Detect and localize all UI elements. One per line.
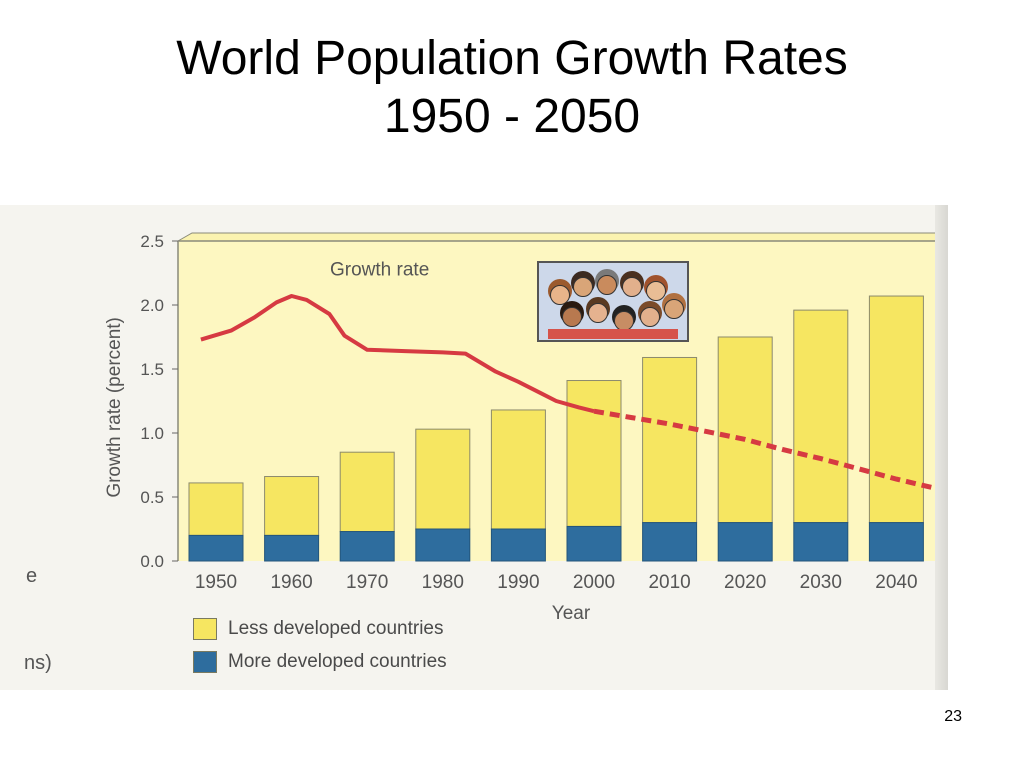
person-face [664, 299, 684, 319]
bar-more-developed [793, 522, 849, 562]
x-tick-label: 2010 [648, 572, 690, 593]
person-face [640, 307, 660, 327]
growth-rate-label: Growth rate [330, 259, 429, 280]
growth-rate-projection-line [593, 408, 935, 491]
bar-less-developed [490, 409, 546, 530]
y-tick-label: 2.0 [140, 296, 164, 315]
y-tick-label: 0.5 [140, 488, 164, 507]
cropped-text-fragment: ns) [24, 652, 52, 674]
bar-more-developed [566, 525, 622, 562]
cropped-text-fragment: e [26, 565, 38, 587]
bar-less-developed [717, 336, 773, 524]
person-face [550, 285, 570, 305]
scan-page-edge [935, 205, 948, 690]
y-tick-label: 0.0 [140, 552, 164, 571]
person-face [622, 277, 642, 297]
bar-less-developed [188, 482, 244, 536]
legend-label-more-developed: More developed countries [228, 651, 447, 672]
population-growth-chart: 0.0 0.5 1.0 1.5 2.0 2.5 Growth rate (percent) 1… [104, 232, 948, 624]
bar-less-developed [415, 428, 471, 530]
bar-more-developed [490, 528, 546, 562]
bar-less-developed [868, 295, 924, 524]
plot-top-rim [176, 232, 935, 242]
slide-title: World Population Growth Rates 1950 - 205… [0, 30, 1024, 146]
legend-label-less-developed: Less developed countries [228, 618, 444, 639]
y-tick-label: 2.5 [140, 232, 164, 251]
bar-less-developed [566, 380, 622, 527]
x-tick-label: 1980 [422, 572, 464, 593]
bar-less-developed [793, 309, 849, 524]
crowd-clothing [548, 329, 678, 339]
y-tick-label: 1.0 [140, 424, 164, 443]
bar-more-developed [188, 534, 244, 562]
legend-swatch-more-developed [193, 651, 217, 673]
x-tick-label: 1960 [270, 572, 312, 593]
person-face [562, 307, 582, 327]
bar-more-developed [945, 523, 948, 561]
bar-less-developed [945, 283, 948, 522]
bar-less-developed [264, 476, 320, 536]
bar-more-developed [415, 528, 471, 562]
slide-number: 23 [944, 708, 962, 725]
person-face [588, 303, 608, 323]
x-tick-label: 2040 [875, 572, 917, 593]
legend-swatch-less-developed [193, 618, 217, 640]
bar-more-developed [339, 531, 395, 562]
person-face [597, 275, 617, 295]
x-tick-label: 2020 [724, 572, 766, 593]
bar-less-developed [339, 451, 395, 533]
x-tick-label: 2000 [573, 572, 615, 593]
title-line-1: World Population Growth Rates [176, 32, 848, 85]
x-tick-label: 1970 [346, 572, 388, 593]
bar-less-developed [642, 356, 698, 524]
x-tick-label: 2030 [800, 572, 842, 593]
person-face [614, 311, 634, 331]
title-line-2: 1950 - 2050 [383, 90, 641, 143]
x-tick-label: 1990 [497, 572, 539, 593]
x-tick-label: 1950 [195, 572, 237, 593]
bar-more-developed [642, 522, 698, 562]
bar-more-developed [868, 522, 924, 562]
bar-more-developed [717, 522, 773, 562]
x-axis-label: Year [552, 603, 591, 624]
person-face [646, 281, 666, 301]
y-tick-label: 1.5 [140, 360, 164, 379]
bar-more-developed [264, 534, 320, 562]
y-axis-label: Growth rate (percent) [104, 317, 125, 498]
growth-rate-line [200, 294, 595, 414]
person-face [573, 277, 593, 297]
